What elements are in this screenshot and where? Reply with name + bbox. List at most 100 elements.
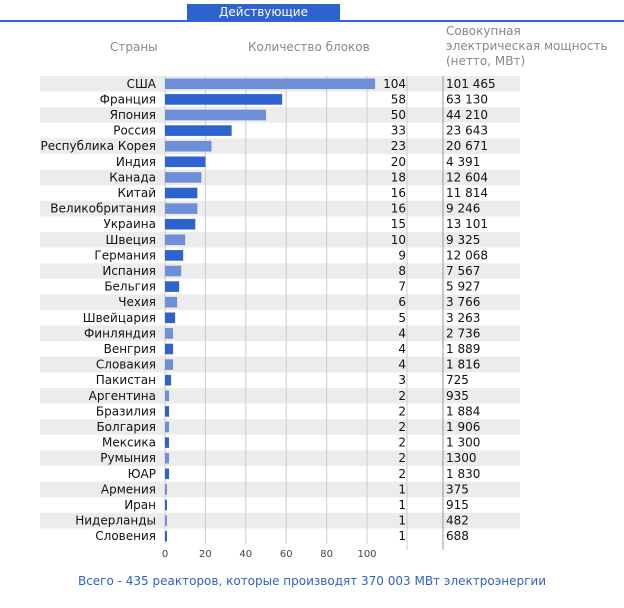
row-band	[40, 419, 520, 435]
power-value: 915	[446, 498, 469, 512]
power-value: 7 567	[446, 264, 480, 278]
bar	[165, 218, 196, 230]
unit-count: 1	[398, 529, 406, 543]
power-value: 1 300	[446, 436, 480, 450]
unit-count: 2	[398, 467, 406, 481]
power-value: 12 068	[446, 248, 488, 262]
power-value: 63 130	[446, 92, 488, 106]
country-label: Бельгия	[104, 280, 156, 294]
bar	[165, 125, 232, 136]
power-value: 20 671	[446, 139, 488, 153]
bar	[165, 390, 170, 402]
power-value: 1 889	[446, 342, 480, 356]
unit-count: 4	[398, 342, 406, 356]
bar	[165, 156, 206, 168]
bar	[165, 515, 168, 526]
unit-count: 2	[398, 420, 406, 434]
bar	[165, 530, 168, 542]
bar	[165, 312, 176, 324]
power-value: 23 643	[446, 124, 488, 138]
bar	[165, 328, 174, 339]
power-value: 935	[446, 389, 469, 403]
unit-count: 2	[398, 436, 406, 450]
country-label: Украина	[103, 217, 156, 231]
power-value: 11 814	[446, 186, 488, 200]
unit-count: 5	[398, 311, 406, 325]
unit-count: 7	[398, 280, 406, 294]
country-label: Индия	[116, 155, 156, 169]
unit-count: 6	[398, 295, 406, 309]
power-value: 1 884	[446, 404, 480, 418]
power-value: 375	[446, 482, 469, 496]
unit-count: 10	[391, 233, 406, 247]
row-band	[40, 512, 520, 529]
country-label: Канада	[109, 170, 156, 184]
bar	[165, 281, 180, 292]
power-value: 1 816	[446, 358, 480, 372]
unit-count: 33	[391, 124, 406, 138]
unit-count: 3	[398, 373, 406, 387]
country-label: Венгрия	[104, 342, 156, 356]
bar	[165, 296, 178, 308]
country-label: Великобритания	[50, 202, 156, 216]
power-value: 1 906	[446, 420, 480, 434]
country-label: Словакия	[96, 358, 156, 372]
bar	[165, 109, 266, 121]
country-label: Иран	[124, 498, 156, 512]
unit-count: 2	[398, 404, 406, 418]
power-value: 5 927	[446, 280, 480, 294]
x-tick-label: 80	[320, 549, 333, 560]
country-label: Франция	[100, 92, 156, 106]
power-value: 725	[446, 373, 469, 387]
x-tick-label: 0	[162, 549, 168, 560]
power-value: 482	[446, 514, 469, 528]
unit-count: 16	[391, 186, 406, 200]
country-label: Республика Корея	[40, 139, 156, 153]
unit-count: 50	[391, 108, 406, 122]
x-tick-label: 100	[357, 549, 376, 560]
bar	[165, 468, 170, 480]
bar	[165, 172, 202, 183]
country-label: Германия	[94, 248, 156, 262]
unit-count: 1	[398, 498, 406, 512]
country-label: Бразилия	[96, 404, 156, 418]
country-label: США	[127, 77, 157, 91]
header-power: Совокупная электрическая мощность (нетто…	[446, 24, 608, 68]
row-band	[40, 263, 520, 279]
bar	[165, 203, 198, 214]
bar	[165, 374, 172, 386]
power-value: 9 325	[446, 233, 480, 247]
country-label: Швейцария	[83, 311, 156, 325]
bar	[165, 421, 170, 433]
country-label: Румыния	[100, 451, 156, 465]
power-value: 101 465	[446, 77, 496, 91]
x-tick-label: 40	[239, 549, 252, 560]
unit-count: 20	[391, 155, 406, 169]
unit-count: 2	[398, 451, 406, 465]
footer-summary: Всего - 435 реакторов, которые производя…	[77, 574, 547, 588]
row-band	[40, 294, 520, 310]
country-label: ЮАР	[128, 467, 156, 481]
country-label: Пакистан	[96, 373, 156, 387]
row-band	[40, 450, 520, 466]
unit-count: 4	[398, 326, 406, 340]
row-band	[40, 388, 520, 404]
country-label: Япония	[110, 108, 156, 122]
x-tick-label: 60	[280, 549, 293, 560]
title-tab: Действующие реакторы	[187, 4, 340, 35]
power-value: 1300	[446, 451, 477, 465]
country-label: Словения	[95, 529, 156, 543]
row-band	[40, 232, 520, 248]
country-label: Швеция	[106, 233, 156, 247]
power-value: 9 246	[446, 202, 480, 216]
unit-count: 16	[391, 202, 406, 216]
bar	[165, 94, 283, 105]
power-value: 4 391	[446, 155, 480, 169]
unit-count: 1	[398, 482, 406, 496]
unit-count: 8	[398, 264, 406, 278]
title-underline	[0, 20, 624, 22]
power-value: 3 263	[446, 311, 480, 325]
unit-count: 2	[398, 389, 406, 403]
bar	[165, 437, 170, 448]
